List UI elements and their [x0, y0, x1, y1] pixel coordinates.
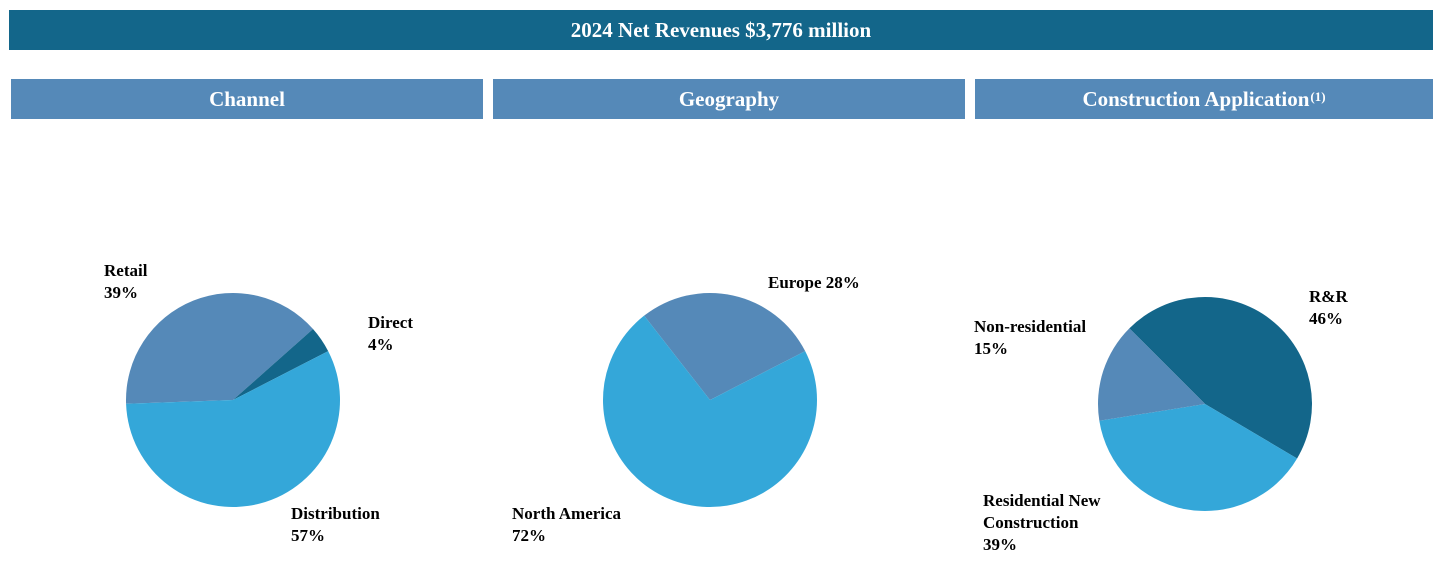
chart-title: Construction Application: [1082, 86, 1310, 111]
slice-label: R&R 46%: [1309, 286, 1348, 330]
value-label: 15%: [974, 339, 1008, 358]
banner: 2024 Net Revenues $3,776 million: [9, 10, 1433, 50]
value-label: 28%: [825, 273, 860, 292]
slice-label: Distribution 57%: [291, 503, 380, 547]
value-label: 4%: [368, 335, 394, 354]
slice-label: Direct 4%: [368, 312, 413, 356]
pie-slice: [1098, 328, 1205, 421]
value-label: 39%: [104, 283, 138, 302]
value-label: 46%: [1309, 309, 1343, 328]
pie-slice: [644, 293, 806, 400]
pie-slice: [126, 351, 340, 507]
chart-title: Channel: [11, 79, 483, 119]
value-label: 57%: [291, 526, 325, 545]
category-label: Europe: [768, 273, 822, 292]
slice-label: Europe 28%: [768, 272, 860, 294]
category-label: R&R: [1309, 287, 1348, 306]
category-label: Retail: [104, 261, 148, 280]
category-label: Distribution: [291, 504, 380, 523]
slice-label: Residential New Construction 39%: [983, 490, 1108, 556]
pie-slice: [1129, 297, 1312, 459]
chart-title: Geography: [493, 79, 965, 119]
category-label: Non-residential: [974, 317, 1087, 336]
pie-slice: [1099, 404, 1298, 511]
slice-label: Retail 39%: [104, 260, 147, 304]
value-label: 39%: [983, 535, 1017, 554]
pie-slice: [233, 328, 329, 400]
slice-label: North America 72%: [512, 503, 621, 547]
slice-label: Non-residential 15%: [974, 316, 1086, 360]
value-label: 72%: [512, 526, 546, 545]
pie-slice: [602, 315, 817, 508]
category-label: Direct: [368, 313, 413, 332]
chart-title-superscript: (1): [1310, 89, 1326, 104]
category-label: North America: [512, 504, 622, 523]
category-label: Residential New Construction: [983, 491, 1101, 532]
pie-slice: [126, 292, 314, 404]
chart-title-box: Construction Application (1): [975, 79, 1433, 119]
